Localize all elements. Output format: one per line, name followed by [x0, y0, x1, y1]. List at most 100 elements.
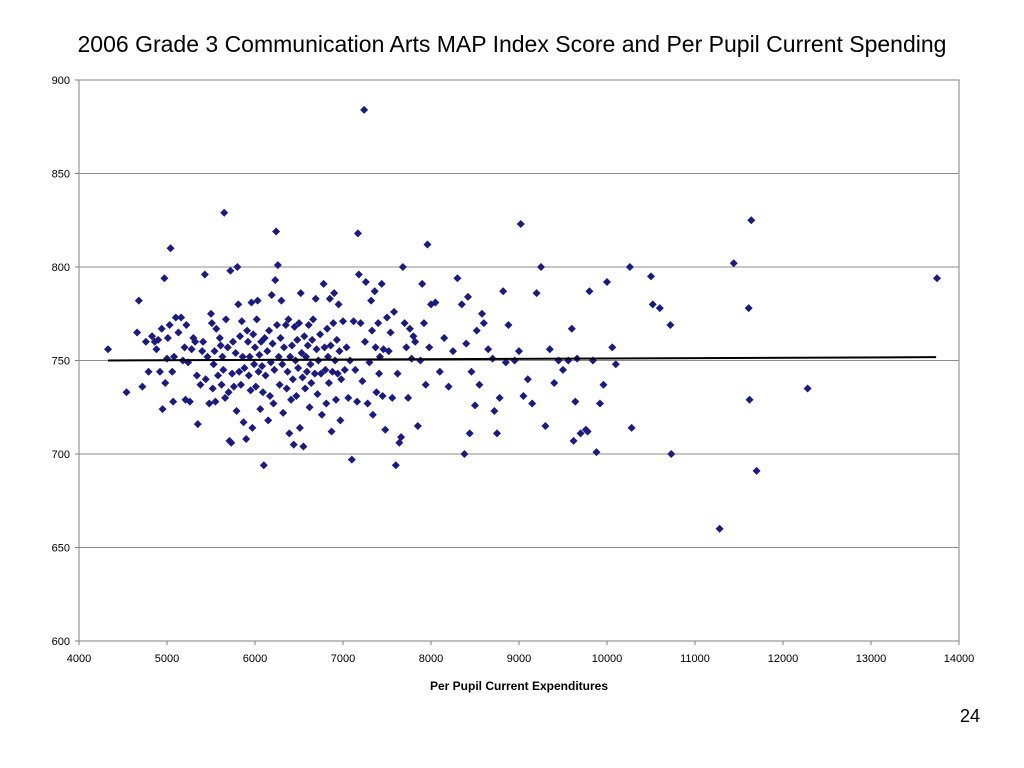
data-point: [243, 337, 252, 346]
data-point: [393, 369, 402, 378]
data-point: [595, 399, 604, 408]
data-point: [667, 450, 676, 458]
data-point: [157, 324, 166, 333]
data-point: [169, 397, 178, 406]
data-point: [308, 335, 317, 344]
data-point: [354, 270, 363, 279]
data-point: [174, 328, 183, 337]
data-point: [237, 317, 246, 326]
data-point: [148, 332, 157, 341]
data-point: [270, 365, 279, 374]
data-point: [323, 324, 332, 333]
data-point: [180, 343, 189, 352]
data-point: [313, 390, 322, 399]
data-point: [603, 277, 611, 286]
data-point: [334, 300, 343, 309]
x-tick-label: 8000: [419, 653, 443, 665]
y-tick-label: 900: [52, 75, 70, 87]
data-point: [460, 450, 469, 458]
data-point: [191, 337, 200, 346]
y-tick-label: 850: [52, 169, 70, 181]
data-point: [226, 266, 235, 275]
y-tick-label: 800: [52, 262, 70, 274]
data-point: [344, 393, 353, 402]
data-point: [471, 401, 479, 410]
data-point: [384, 347, 393, 356]
data-point: [374, 319, 383, 328]
data-point: [363, 399, 372, 408]
gridlines: [79, 173, 959, 548]
y-tick-label: 650: [52, 543, 70, 555]
trendline-group: [108, 356, 937, 362]
x-tick-label: 6000: [243, 653, 267, 665]
data-point: [571, 397, 580, 406]
data-point: [281, 320, 290, 329]
data-point: [232, 406, 241, 415]
data-point: [611, 360, 620, 369]
data-point: [274, 352, 283, 361]
data-point: [356, 319, 365, 328]
data-point: [258, 362, 267, 371]
data-point: [541, 421, 550, 430]
data-point: [519, 392, 528, 401]
data-point: [287, 341, 296, 350]
data-point: [168, 367, 177, 376]
data-point: [285, 429, 294, 438]
data-point: [567, 324, 576, 333]
data-point: [465, 429, 474, 438]
data-point: [361, 277, 370, 286]
data-point: [435, 367, 444, 376]
data-point: [383, 313, 391, 322]
data-point: [265, 392, 274, 401]
data-point: [269, 399, 278, 408]
data-point: [152, 345, 161, 354]
y-tick-label: 700: [52, 449, 70, 461]
data-point: [254, 367, 263, 376]
data-point: [141, 337, 150, 346]
data-point: [154, 335, 163, 344]
data-point: [484, 345, 493, 354]
data-point: [425, 343, 434, 352]
data-point: [449, 347, 457, 356]
data-point: [311, 294, 320, 303]
data-point: [327, 427, 336, 436]
data-point: [444, 382, 453, 391]
data-point: [361, 337, 369, 346]
data-point: [192, 371, 201, 380]
data-point: [271, 276, 280, 285]
data-point: [440, 334, 449, 343]
data-point: [231, 349, 240, 358]
data-point: [400, 319, 409, 328]
data-point: [585, 287, 594, 296]
data-point: [413, 421, 422, 430]
data-point: [418, 279, 427, 288]
x-axis-label: Per Pupil Current Expenditures: [430, 679, 608, 693]
x-tick-label: 9000: [507, 653, 531, 665]
data-point: [608, 343, 617, 352]
data-point: [199, 337, 208, 346]
data-point: [122, 388, 131, 397]
data-point: [205, 399, 214, 408]
data-point: [299, 442, 308, 451]
data-point: [243, 326, 252, 335]
data-point: [196, 380, 205, 389]
data-point: [386, 328, 395, 337]
data-point: [317, 369, 325, 378]
x-axis-ticks: 4000 5000 6000 7000 8000 9000 10000 11000 12000 1…: [67, 641, 974, 665]
data-point: [256, 405, 265, 414]
data-point: [234, 300, 243, 309]
data-point: [236, 332, 245, 341]
data-point: [217, 380, 226, 389]
data-point: [218, 352, 227, 361]
data-point: [349, 317, 358, 326]
data-point: [244, 371, 253, 380]
data-point: [242, 435, 251, 444]
data-point: [297, 349, 306, 358]
data-point: [187, 345, 196, 354]
data-point: [296, 289, 305, 298]
data-point: [397, 433, 406, 442]
x-tick-label: 11000: [680, 653, 710, 665]
data-point: [339, 317, 347, 326]
data-point: [360, 105, 369, 114]
